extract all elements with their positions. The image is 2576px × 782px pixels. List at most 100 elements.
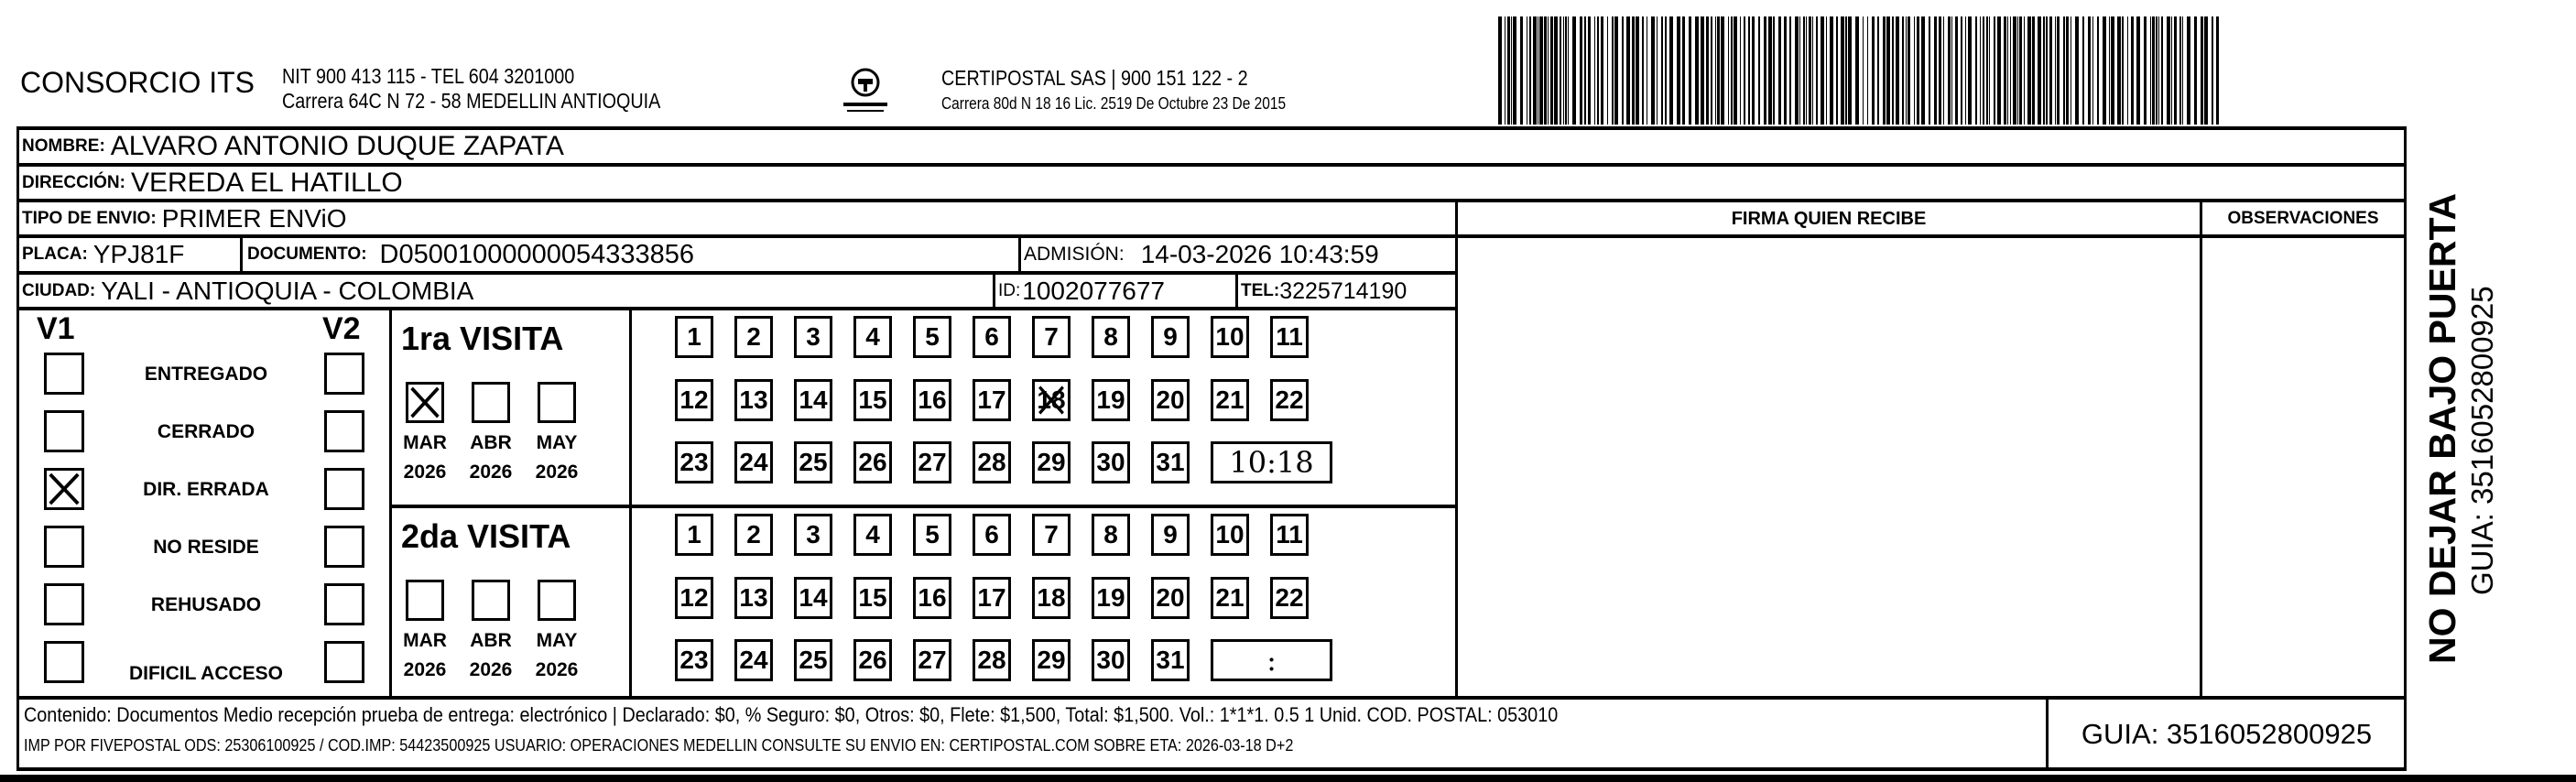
day-box[interactable]: 17 [973, 379, 1011, 421]
barcode-bar [2158, 16, 2159, 125]
day-box[interactable]: 16 [913, 577, 951, 619]
barcode-bar [2131, 16, 2134, 125]
day-box[interactable]: 11 [1270, 316, 1309, 358]
day-box[interactable]: 16 [913, 379, 951, 421]
barcode-bar [1989, 16, 1990, 125]
barcode-bar [1994, 16, 1995, 125]
day-box[interactable]: 13 [734, 577, 773, 619]
day-box[interactable]: 24 [734, 639, 773, 681]
month-checkbox[interactable] [406, 580, 444, 621]
day-box[interactable]: 12 [675, 577, 713, 619]
barcode-bar [1665, 16, 1667, 125]
v2-checkbox[interactable] [324, 410, 364, 452]
day-box[interactable]: 27 [913, 441, 951, 483]
day-box[interactable]: 13 [734, 379, 773, 421]
month-label: ABR [470, 432, 512, 453]
day-box[interactable]: 9 [1151, 514, 1190, 556]
day-box[interactable]: 6 [973, 514, 1011, 556]
visit-time-field[interactable]: : [1211, 639, 1332, 681]
v1-checkbox[interactable] [44, 468, 84, 510]
day-box[interactable]: 21 [1211, 577, 1249, 619]
day-box[interactable]: 5 [913, 316, 951, 358]
day-box[interactable]: 9 [1151, 316, 1190, 358]
day-box[interactable]: 26 [853, 639, 892, 681]
v1-checkbox[interactable] [44, 410, 84, 452]
day-box[interactable]: 23 [675, 441, 713, 483]
day-box[interactable]: 5 [913, 514, 951, 556]
v1-checkbox[interactable] [44, 526, 84, 568]
month-checkbox[interactable] [538, 382, 576, 423]
day-box[interactable]: 26 [853, 441, 892, 483]
year-label: 2026 [535, 462, 579, 483]
v2-checkbox[interactable] [324, 641, 364, 683]
day-box[interactable]: 22 [1270, 577, 1309, 619]
day-box[interactable]: 25 [794, 441, 832, 483]
day-box[interactable]: 19 [1092, 379, 1130, 421]
day-box[interactable]: 3 [794, 514, 832, 556]
day-box[interactable]: 4 [853, 316, 892, 358]
barcode-bar [1975, 16, 1977, 125]
v2-checkbox[interactable] [324, 583, 364, 625]
v1-checkbox[interactable] [44, 641, 84, 683]
barcode-bar [2063, 16, 2065, 125]
day-box[interactable]: 22 [1270, 379, 1309, 421]
day-box[interactable]: 14 [794, 379, 832, 421]
visit-time-field[interactable]: 10:18 [1211, 441, 1332, 483]
day-box[interactable]: 2 [734, 514, 773, 556]
day-box[interactable]: 30 [1092, 639, 1130, 681]
day-box[interactable]: 28 [973, 441, 1011, 483]
day-box[interactable]: 2 [734, 316, 773, 358]
v1-checkbox[interactable] [44, 353, 84, 395]
day-box[interactable]: 20 [1151, 577, 1190, 619]
day-box[interactable]: 4 [853, 514, 892, 556]
day-box[interactable]: 19 [1092, 577, 1130, 619]
barcode-bar [1809, 16, 1811, 125]
day-box[interactable]: 20 [1151, 379, 1190, 421]
month-checkbox[interactable] [472, 580, 510, 621]
day-box[interactable]: 15 [853, 379, 892, 421]
day-box[interactable]: 15 [853, 577, 892, 619]
day-box[interactable]: 8 [1092, 514, 1130, 556]
day-box[interactable]: 18 [1032, 379, 1071, 421]
day-box[interactable]: 18 [1032, 577, 1071, 619]
day-box[interactable]: 14 [794, 577, 832, 619]
month-checkbox[interactable] [406, 382, 444, 423]
day-box[interactable]: 12 [675, 379, 713, 421]
v2-checkbox[interactable] [324, 468, 364, 510]
certipostal-logo [838, 64, 893, 119]
day-box[interactable]: 10 [1211, 514, 1249, 556]
barcode-bar [2150, 16, 2151, 125]
day-box[interactable]: 23 [675, 639, 713, 681]
day-box[interactable]: 21 [1211, 379, 1249, 421]
month-checkbox[interactable] [538, 580, 576, 621]
day-box[interactable]: 1 [675, 514, 713, 556]
v2-checkbox[interactable] [324, 353, 364, 395]
v1-checkbox[interactable] [44, 583, 84, 625]
month-checkbox[interactable] [472, 382, 510, 423]
barcode-bar [1758, 16, 1760, 125]
day-box[interactable]: 10 [1211, 316, 1249, 358]
day-box[interactable]: 27 [913, 639, 951, 681]
day-box[interactable]: 17 [973, 577, 1011, 619]
barcode-bar [1728, 16, 1729, 125]
v2-checkbox[interactable] [324, 526, 364, 568]
direccion-value: VEREDA EL HATILLO [130, 168, 403, 198]
day-box[interactable]: 28 [973, 639, 1011, 681]
day-box[interactable]: 25 [794, 639, 832, 681]
day-box[interactable]: 29 [1032, 639, 1071, 681]
day-box[interactable]: 8 [1092, 316, 1130, 358]
day-box[interactable]: 11 [1270, 514, 1309, 556]
day-box[interactable]: 7 [1032, 316, 1071, 358]
day-box[interactable]: 30 [1092, 441, 1130, 483]
day-box[interactable]: 31 [1151, 639, 1190, 681]
day-box[interactable]: 24 [734, 441, 773, 483]
day-box[interactable]: 7 [1032, 514, 1071, 556]
barcode-bar [1513, 16, 1516, 125]
day-box[interactable]: 6 [973, 316, 1011, 358]
day-box[interactable]: 29 [1032, 441, 1071, 483]
barcode-bar [2174, 16, 2177, 125]
day-box[interactable]: 1 [675, 316, 713, 358]
barcode-bar [1584, 16, 1586, 125]
day-box[interactable]: 3 [794, 316, 832, 358]
day-box[interactable]: 31 [1151, 441, 1190, 483]
